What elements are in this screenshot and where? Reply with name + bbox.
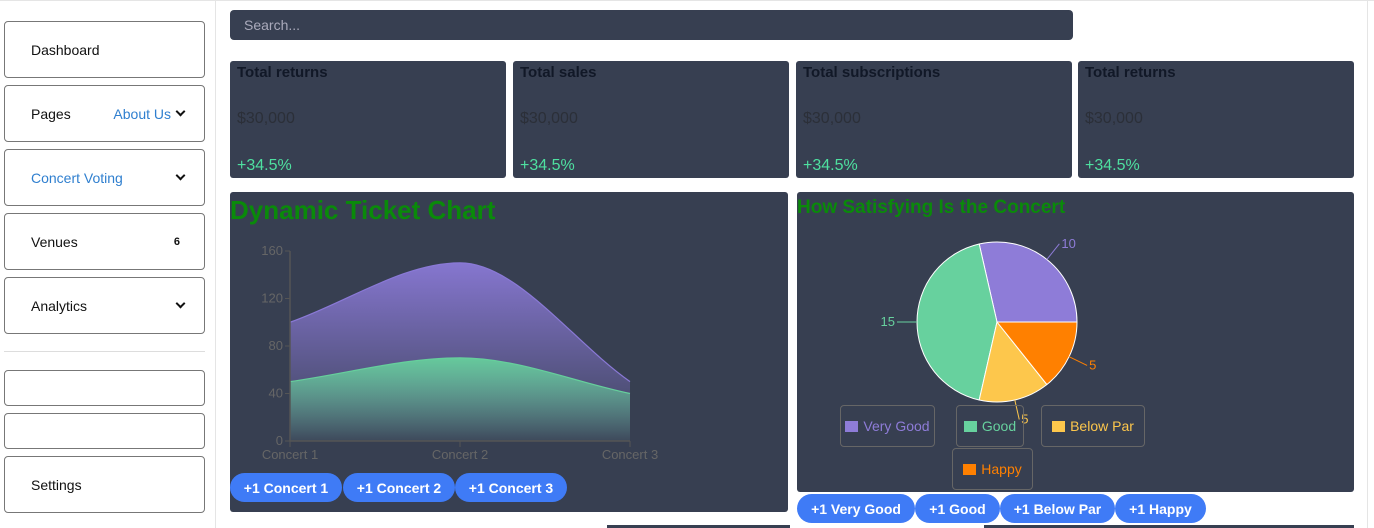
- swatch: [963, 420, 977, 432]
- card-title: Total sales: [520, 64, 597, 81]
- area-series-2: [290, 357, 630, 441]
- sidebar-item-empty[interactable]: [4, 370, 205, 406]
- y-tick-label: 160: [261, 243, 283, 258]
- pie-value-label: 5: [1021, 411, 1028, 426]
- card-change: +34.5%: [1085, 157, 1140, 174]
- pie-value-label: 5: [1089, 357, 1096, 372]
- swatch: [963, 463, 977, 475]
- swatch: [845, 420, 859, 432]
- pie-slice-good: [916, 243, 998, 401]
- stat-card: Total returns $30,000 +34.5%: [230, 61, 506, 178]
- stat-card: Total subscriptions $30,000 +34.5%: [796, 61, 1072, 178]
- label: Dashboard: [31, 41, 100, 58]
- label: Pages: [31, 105, 71, 122]
- sidebar-item-concert-voting[interactable]: Concert Voting: [4, 149, 205, 206]
- sidebar-item-pages[interactable]: Pages About Us: [4, 85, 205, 142]
- sidebar-item-empty[interactable]: [4, 413, 205, 449]
- area-chart-title: Dynamic Ticket Chart: [230, 195, 496, 225]
- stat-card: Total sales $30,000 +34.5%: [513, 61, 789, 178]
- swatch: [1052, 420, 1066, 432]
- pie-chart: 10 15 5 5: [881, 236, 1097, 427]
- pie-value-label: 15: [881, 314, 895, 329]
- vote-concert-2-button[interactable]: +1 Concert 2: [343, 473, 455, 502]
- card-value: $30,000: [803, 110, 861, 127]
- card-title: Total returns: [1085, 64, 1176, 81]
- stat-card: Total returns $30,000 +34.5%: [1078, 61, 1354, 178]
- label: Concert Voting: [31, 169, 123, 186]
- chevron-down-icon: [175, 298, 186, 309]
- card-title: Total returns: [237, 64, 328, 81]
- legend-label: Good: [981, 418, 1017, 434]
- x-tick-label: Concert 2: [432, 447, 488, 462]
- pie-value-label: 10: [1061, 236, 1075, 251]
- scrollbar[interactable]: [1367, 1, 1374, 528]
- card-change: +34.5%: [237, 157, 292, 174]
- vote-very-good-button[interactable]: +1 Very Good: [797, 494, 915, 523]
- label: Analytics: [31, 297, 88, 314]
- card-title: Total subscriptions: [803, 64, 941, 81]
- x-tick-label: Concert 3: [602, 447, 658, 462]
- pie-label-line: [1014, 399, 1020, 420]
- legend-label: Very Good: [863, 418, 930, 434]
- card-change: +34.5%: [520, 157, 575, 174]
- area-chart-panel: Dynamic Ticket Chart 0 40 80 120 160 Concert …: [230, 192, 788, 512]
- y-tick-label: 0: [276, 433, 283, 448]
- legend-below-par[interactable]: Below Par: [1041, 405, 1145, 447]
- y-tick-label: 80: [269, 338, 283, 353]
- area-line-1: [289, 262, 631, 383]
- y-tick-label: 120: [261, 291, 283, 306]
- chevron-down-icon: [175, 170, 186, 181]
- legend-happy[interactable]: Happy: [952, 448, 1033, 490]
- vote-below-par-button[interactable]: +1 Below Par: [1000, 494, 1115, 523]
- legend-label: Happy: [981, 461, 1022, 477]
- pie-chart-panel: How Satisfying Is the Concert 10 15 5 5 Ver…: [797, 192, 1354, 492]
- y-tick-label: 40: [269, 386, 283, 401]
- vote-happy-button[interactable]: +1 Happy: [1115, 494, 1206, 523]
- sidebar-item-settings[interactable]: Settings: [4, 456, 205, 513]
- chevron-down-icon: [175, 106, 186, 117]
- area-chart: 0 40 80 120 160 Concert 1 Concert 2 Concert 3: [261, 243, 658, 462]
- legend-label: Below Par: [1070, 418, 1134, 434]
- card-value: $30,000: [1085, 110, 1143, 127]
- label: Venues: [31, 233, 78, 250]
- vote-good-button[interactable]: +1 Good: [915, 494, 1000, 523]
- sidebar-item-venues[interactable]: Venues 6: [4, 213, 205, 270]
- legend-very-good[interactable]: Very Good: [840, 405, 935, 447]
- pie-label-line: [1046, 243, 1060, 260]
- pages-selected-value: About Us: [113, 105, 171, 122]
- card-value: $30,000: [237, 110, 295, 127]
- card-change: +34.5%: [803, 157, 858, 174]
- count-badge: 6: [173, 235, 180, 248]
- x-tick-label: Concert 1: [262, 447, 318, 462]
- card-value: $30,000: [520, 110, 578, 127]
- pie-chart-title: How Satisfying Is the Concert: [797, 197, 1066, 218]
- sidebar-item-dashboard[interactable]: Dashboard: [4, 21, 205, 78]
- divider: [4, 351, 205, 352]
- vote-concert-1-button[interactable]: +1 Concert 1: [230, 473, 342, 502]
- legend-good[interactable]: Good: [956, 405, 1024, 447]
- search-input[interactable]: Search...: [230, 10, 1073, 40]
- pie-label-line: [1068, 356, 1088, 366]
- label: Settings: [31, 476, 82, 493]
- sidebar: Dashboard Pages About Us Concert Voting V…: [0, 1, 216, 528]
- vote-concert-3-button[interactable]: +1 Concert 3: [455, 473, 567, 502]
- sidebar-item-analytics[interactable]: Analytics: [4, 277, 205, 334]
- area-line-2: [289, 357, 631, 395]
